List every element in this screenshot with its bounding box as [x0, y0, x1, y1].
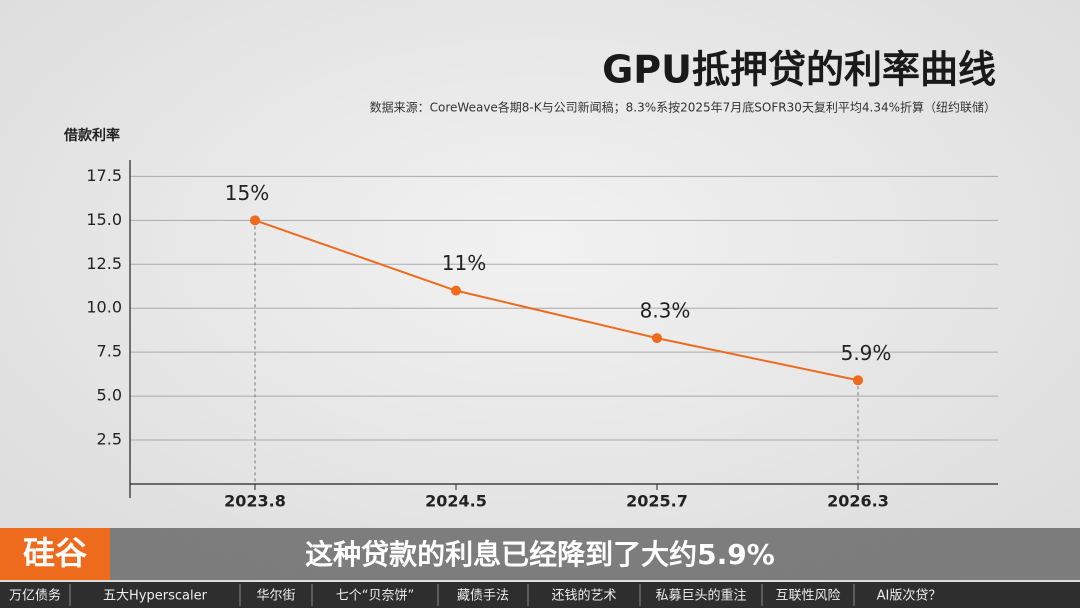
nav-item[interactable]: 华尔街 [256, 589, 295, 604]
logo-box [0, 528, 110, 580]
plot: 2.5 5.0 7.5 10.0 12.5 15.0 17.5 2023.8 2024.5 202… [86, 160, 998, 511]
data-label: 5.9% [841, 341, 892, 365]
x-tick-label: 2023.8 [224, 492, 286, 511]
y-tick-label: 2.5 [97, 430, 122, 449]
y-tick-label: 5.0 [97, 386, 122, 405]
nav-item[interactable]: 还钱的艺术 [551, 588, 616, 604]
y-tick-label: 7.5 [97, 342, 122, 361]
x-tick-label: 2024.5 [425, 492, 487, 511]
y-tick-label: 15.0 [86, 210, 122, 229]
chart-title: GPU抵押贷的利率曲线 [602, 48, 996, 92]
x-tick-label: 2025.7 [626, 492, 688, 511]
logo: 硅谷 [23, 534, 87, 572]
y-tick-label: 17.5 [86, 166, 122, 185]
caption: 这种贷款的利息已经降到了大约5.9% [305, 538, 775, 571]
data-point [853, 375, 863, 386]
nav: 万亿债务 五大Hyperscaler 华尔街 七个“贝奈饼” 藏债手法 还钱的艺术 私募巨头… [9, 584, 941, 606]
nav-item[interactable]: 藏债手法 [457, 589, 509, 604]
nav-item[interactable]: 私募巨头的重注 [655, 588, 746, 604]
nav-bar [0, 582, 1080, 608]
series-line [254, 219, 859, 382]
data-label: 8.3% [640, 299, 691, 323]
nav-item[interactable]: 七个“贝奈饼” [336, 589, 414, 604]
nav-item[interactable]: 互联性风险 [775, 589, 840, 604]
nav-item[interactable]: 五大Hyperscaler [103, 589, 208, 604]
nav-item[interactable]: AI版次贷？ [877, 588, 942, 604]
y-axis-label: 借款利率 [63, 127, 120, 144]
y-tick-label: 12.5 [86, 254, 122, 273]
x-tick-label: 2026.3 [827, 492, 889, 511]
data-label: 15% [225, 181, 269, 205]
data-point [451, 285, 461, 296]
data-point [652, 333, 662, 344]
caption-band [0, 528, 1080, 580]
y-tick-label: 10.0 [86, 298, 122, 317]
data-label: 11% [442, 251, 486, 275]
nav-item[interactable]: 万亿债务 [9, 588, 61, 604]
chart-subtitle: 数据来源：CoreWeave各期8-K与公司新闻稿；8.3%系按2025年7月底… [370, 100, 996, 115]
data-point [250, 215, 260, 226]
